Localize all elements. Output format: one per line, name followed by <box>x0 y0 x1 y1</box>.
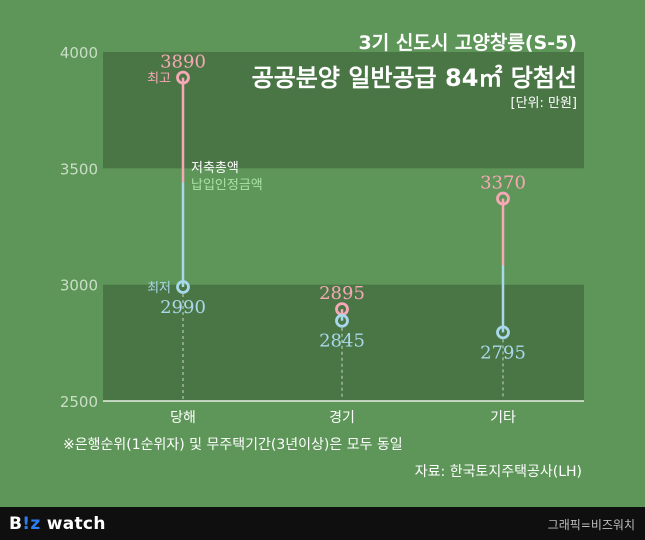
unit-label: [단위: 만원] <box>510 96 578 111</box>
low-point <box>335 313 349 328</box>
y-axis: 2500 3000 3500 4000 <box>60 44 98 411</box>
legend: 저축총액 납입인정금액 <box>191 160 263 194</box>
chart-title-line1: 3기 신도시 고양창릉(S-5) <box>358 32 577 54</box>
low-value-label: 2990 <box>160 297 206 318</box>
high-point <box>496 191 510 206</box>
graphic-credit: 그래픽=비즈워치 <box>547 518 635 532</box>
high-marker-label: 최고 <box>147 72 171 87</box>
low-point <box>176 280 190 294</box>
high-point <box>176 70 190 85</box>
low-value-label: 2795 <box>480 342 526 363</box>
low-value-label: 2845 <box>319 331 365 352</box>
high-value-label: 2895 <box>319 283 365 304</box>
low-point <box>496 325 510 340</box>
chart-title-line2: 공공분양 일반공급 84㎡ 당첨선 <box>251 64 577 92</box>
footnote: ※은행순위(1순위자) 및 무주택기간(3년이상)은 모두 동일 <box>63 437 403 453</box>
y-tick-label: 2500 <box>60 393 98 411</box>
low-marker-label: 최저 <box>147 281 171 296</box>
legend-approved-payment: 납입인정금액 <box>191 178 263 193</box>
x-tick-label: 당해 <box>170 410 196 426</box>
y-tick-label: 3500 <box>60 160 98 178</box>
high-value-label: 3890 <box>160 52 206 73</box>
legend-total-savings: 저축총액 <box>191 161 239 176</box>
high-value-label: 3370 <box>480 173 526 194</box>
x-axis: 당해 경기 기타 <box>103 400 584 426</box>
y-tick-label: 4000 <box>60 44 98 62</box>
bizwatch-logo: B!z watch <box>9 514 106 534</box>
branding-bar: B!z watch 그래픽=비즈워치 <box>0 507 645 540</box>
x-tick-label: 경기 <box>329 410 355 426</box>
source-label: 자료: 한국토지주택공사(LH) <box>414 464 582 480</box>
y-tick-label: 3000 <box>60 277 98 295</box>
x-tick-label: 기타 <box>490 410 516 426</box>
